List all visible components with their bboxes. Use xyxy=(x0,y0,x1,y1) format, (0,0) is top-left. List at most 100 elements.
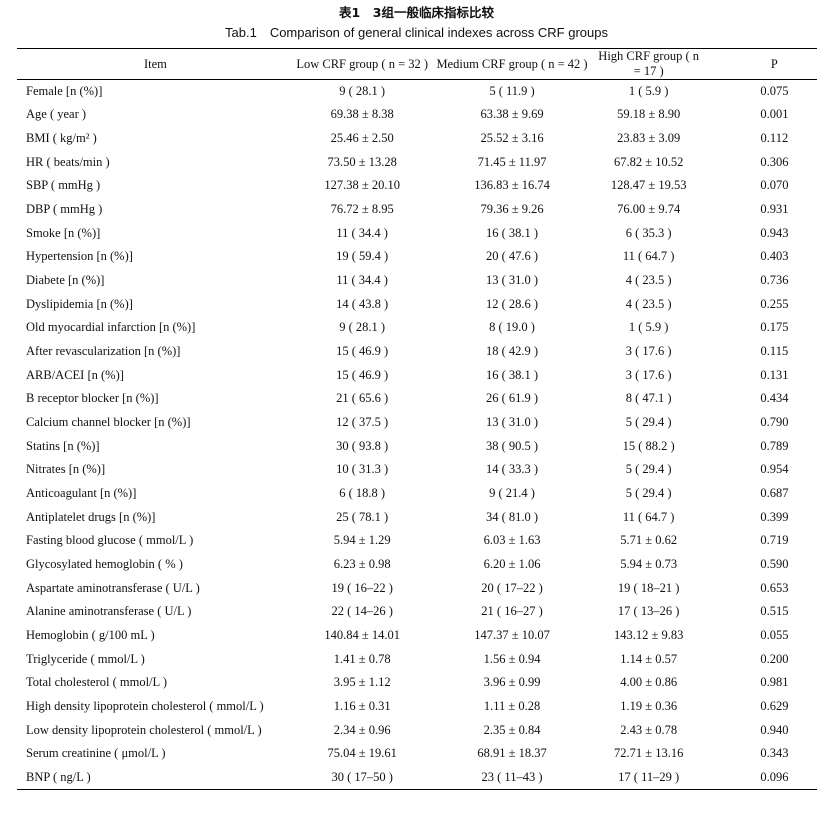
cell-item: Glycosylated hemoglobin ( % ) xyxy=(26,556,183,571)
cell-item: Low density lipoprotein cholesterol ( mm… xyxy=(26,722,262,737)
cell-item: Female [n (%)] xyxy=(26,84,103,99)
cell-medium-crf: 23 ( 11–43 ) xyxy=(430,765,594,790)
cell-p-value: 0.112 xyxy=(760,131,789,146)
cell-low-crf: 1.41 ± 0.78 xyxy=(333,651,391,666)
cell-p-value: 0.096 xyxy=(703,765,817,790)
cell-low-crf: 9 ( 28.1 ) xyxy=(339,320,386,335)
cell-high-crf: 1 ( 5.9 ) xyxy=(628,84,669,99)
cell-p-value: 0.343 xyxy=(760,746,789,761)
table-row: Old myocardial infarction [n (%)] 9 ( 28.… xyxy=(17,316,817,340)
cell-low-crf: 6.23 ± 0.98 xyxy=(333,556,391,571)
cell-p-value: 0.255 xyxy=(760,296,789,311)
cell-p-value: 0.790 xyxy=(760,415,789,430)
cell-medium-crf: 21 ( 16–27 ) xyxy=(481,604,543,619)
table-row: Female [n (%)] 9 ( 28.1 ) 5 ( 11.9 ) 1 ( 5.… xyxy=(17,80,817,104)
cell-p-value: 0.399 xyxy=(760,509,789,524)
table-title-english: Tab.1 Comparison of general clinical ind… xyxy=(225,25,608,40)
cell-medium-crf: 63.38 ± 9.69 xyxy=(480,107,544,122)
clinical-indexes-table: Item Low CRF group ( n = 32 ) Medium CRF… xyxy=(17,48,817,790)
cell-high-crf: 59.18 ± 8.90 xyxy=(617,107,681,122)
cell-p-value: 0.515 xyxy=(760,604,789,619)
header-low-crf: Low CRF group ( n = 32 ) xyxy=(293,48,431,80)
table-row: Serum creatinine ( μmol/L ) 75.04 ± 19.61… xyxy=(17,742,817,766)
header-item: Item xyxy=(17,48,294,80)
cell-item: Dyslipidemia [n (%)] xyxy=(26,296,133,311)
cell-p-value: 0.954 xyxy=(760,462,789,477)
table-row: SBP ( mmHg ) 127.38 ± 20.10 136.83 ± 16.74… xyxy=(17,174,817,198)
cell-high-crf: 23.83 ± 3.09 xyxy=(617,131,681,146)
table-row: Triglyceride ( mmol/L ) 1.41 ± 0.78 1.56 ±… xyxy=(17,647,817,671)
cell-low-crf: 25 ( 78.1 ) xyxy=(336,509,389,524)
cell-item: High density lipoprotein cholesterol ( m… xyxy=(26,698,264,713)
cell-p-value: 0.075 xyxy=(760,84,789,99)
cell-medium-crf: 16 ( 38.1 ) xyxy=(485,367,539,382)
cell-low-crf: 75.04 ± 19.61 xyxy=(327,746,397,761)
cell-item: Old myocardial infarction [n (%)] xyxy=(26,320,196,335)
cell-high-crf: 19 ( 18–21 ) xyxy=(617,580,680,595)
cell-low-crf: 1.16 ± 0.31 xyxy=(333,698,391,713)
cell-item: Total cholesterol ( mmol/L ) xyxy=(26,675,167,690)
cell-low-crf: 15 ( 46.9 ) xyxy=(336,367,389,382)
cell-low-crf: 19 ( 59.4 ) xyxy=(336,249,389,264)
cell-low-crf: 11 ( 34.4 ) xyxy=(336,225,388,240)
cell-item: HR ( beats/min ) xyxy=(26,154,110,169)
cell-p-value: 0.789 xyxy=(760,438,789,453)
cell-p-value: 0.131 xyxy=(760,367,789,382)
cell-high-crf: 3 ( 17.6 ) xyxy=(625,367,672,382)
cell-medium-crf: 79.36 ± 9.26 xyxy=(480,202,544,217)
cell-p-value: 0.940 xyxy=(760,722,789,737)
table-row: Aspartate aminotransferase ( U/L ) 19 ( 1… xyxy=(17,576,817,600)
header-p-value: P xyxy=(703,48,817,80)
cell-item: DBP ( mmHg ) xyxy=(26,202,103,217)
cell-item: Antiplatelet drugs [n (%)] xyxy=(26,509,156,524)
cell-high-crf: 6 ( 35.3 ) xyxy=(625,225,672,240)
cell-p-value: 0.070 xyxy=(760,178,789,193)
cell-medium-crf: 5 ( 11.9 ) xyxy=(489,84,535,99)
cell-low-crf: 19 ( 16–22 ) xyxy=(331,580,393,595)
cell-p-value: 0.403 xyxy=(760,249,789,264)
cell-p-value: 0.719 xyxy=(760,533,789,548)
cell-medium-crf: 136.83 ± 16.74 xyxy=(474,178,550,193)
cell-low-crf: 6 ( 18.8 ) xyxy=(339,485,386,500)
cell-low-crf: 30 ( 93.8 ) xyxy=(336,438,389,453)
cell-low-crf: 14 ( 43.8 ) xyxy=(336,296,389,311)
table-row: Diabete [n (%)] 11 ( 34.4 ) 13 ( 31.0 ) 4 (… xyxy=(17,269,817,293)
cell-high-crf: 5 ( 29.4 ) xyxy=(625,485,672,500)
table-body: Female [n (%)] 9 ( 28.1 ) 5 ( 11.9 ) 1 ( 5.… xyxy=(17,80,817,790)
cell-high-crf: 8 ( 47.1 ) xyxy=(625,391,672,406)
cell-medium-crf: 147.37 ± 10.07 xyxy=(474,627,550,642)
cell-high-crf: 143.12 ± 9.83 xyxy=(613,627,684,642)
cell-p-value: 0.736 xyxy=(760,273,789,288)
cell-item: ARB/ACEI [n (%)] xyxy=(26,367,124,382)
header-high-crf: High CRF group ( n = 17 ) xyxy=(593,48,704,80)
table-row: ARB/ACEI [n (%)] 15 ( 46.9 ) 16 ( 38.1 ) 3 … xyxy=(17,363,817,387)
table-row: Age ( year ) 69.38 ± 8.38 63.38 ± 9.69 59.1… xyxy=(17,103,817,127)
table-row: Total cholesterol ( mmol/L ) 3.95 ± 1.12 3… xyxy=(17,671,817,695)
cell-low-crf: 69.38 ± 8.38 xyxy=(330,107,394,122)
cell-item: Alanine aminotransferase ( U/L ) xyxy=(26,604,192,619)
cell-low-crf: 22 ( 14–26 ) xyxy=(331,604,393,619)
table-row: After revascularization [n (%)] 15 ( 46.9… xyxy=(17,340,817,364)
cell-medium-crf: 20 ( 17–22 ) xyxy=(481,580,543,595)
cell-item: SBP ( mmHg ) xyxy=(26,178,101,193)
cell-item: Age ( year ) xyxy=(26,107,87,122)
cell-high-crf: 17 ( 11–29 ) xyxy=(593,765,704,790)
cell-item: Diabete [n (%)] xyxy=(26,273,105,288)
cell-p-value: 0.001 xyxy=(760,107,789,122)
cell-medium-crf: 14 ( 33.3 ) xyxy=(485,462,539,477)
cell-high-crf: 4 ( 23.5 ) xyxy=(625,273,672,288)
table-row: Anticoagulant [n (%)] 6 ( 18.8 ) 9 ( 21.4 … xyxy=(17,482,817,506)
cell-medium-crf: 13 ( 31.0 ) xyxy=(485,415,539,430)
table-row: Antiplatelet drugs [n (%)] 25 ( 78.1 ) 34 … xyxy=(17,505,817,529)
cell-low-crf: 10 ( 31.3 ) xyxy=(336,462,389,477)
table-row: HR ( beats/min ) 73.50 ± 13.28 71.45 ± 11.… xyxy=(17,150,817,174)
cell-p-value: 0.306 xyxy=(760,154,789,169)
cell-item: Serum creatinine ( μmol/L ) xyxy=(26,746,166,761)
cell-low-crf: 76.72 ± 8.95 xyxy=(330,202,394,217)
table-row: High density lipoprotein cholesterol ( m… xyxy=(17,695,817,719)
cell-medium-crf: 3.96 ± 0.99 xyxy=(483,675,541,690)
cell-p-value: 0.115 xyxy=(760,344,789,359)
cell-medium-crf: 26 ( 61.9 ) xyxy=(485,391,539,406)
cell-medium-crf: 1.11 ± 0.28 xyxy=(483,698,541,713)
cell-high-crf: 1.14 ± 0.57 xyxy=(620,651,678,666)
